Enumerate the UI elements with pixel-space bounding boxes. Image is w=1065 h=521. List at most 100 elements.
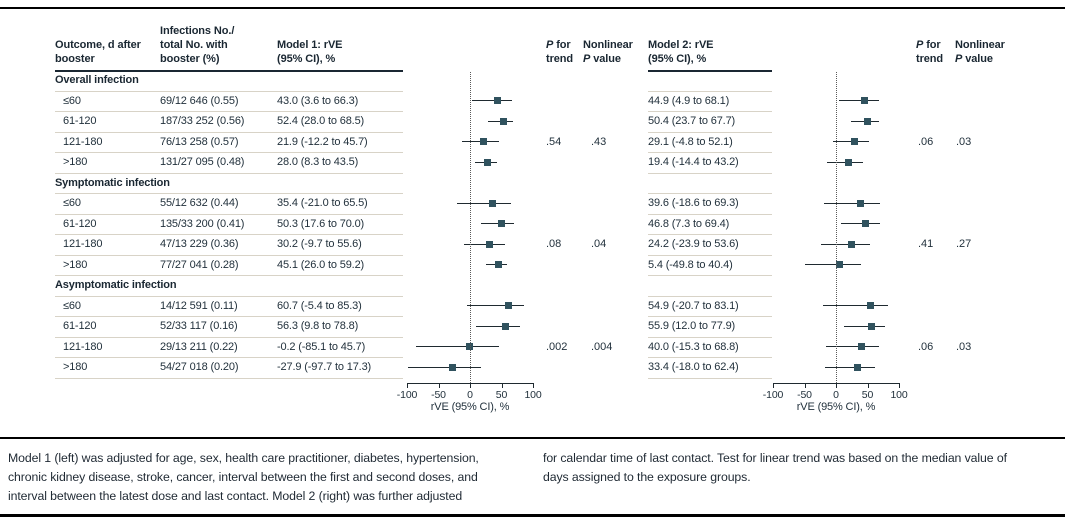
header-line: Infections No./: [160, 25, 235, 37]
ci-line: [481, 223, 515, 225]
axis-tick: [533, 383, 535, 388]
model2-ci-cell: 40.0 (-15.3 to 68.8): [648, 340, 739, 353]
row-separator: [55, 111, 403, 112]
infections-cell: 69/12 646 (0.55): [160, 94, 239, 107]
model1-ci-cell: 35.4 (-21.0 to 65.5): [277, 197, 368, 209]
section-header: Symptomatic infection: [55, 176, 170, 189]
row-separator: [648, 336, 772, 338]
infections-cell: 77/27 041 (0.28): [160, 258, 239, 271]
header-line: Nonlinear: [955, 39, 1005, 51]
footnote-line: interval between the latest dose and las…: [8, 489, 463, 503]
model1-ci-cell: -27.9 (-97.7 to 17.3): [277, 361, 372, 373]
row-separator: [648, 193, 772, 194]
header-text: for: [923, 39, 941, 51]
ci-line: [843, 325, 886, 327]
model1-ci-cell: 60.7 (-5.4 to 85.3): [277, 299, 362, 312]
header-line: trend: [916, 53, 944, 65]
header-italic-p: P: [583, 53, 591, 65]
axis-tick-label: 0: [467, 389, 473, 401]
axis-title: rVE (95% CI), %: [796, 401, 876, 413]
footnote-line: chronic kidney disease, stroke, cancer, …: [8, 470, 478, 484]
model1-ci-cell: 52.4 (28.0 to 68.5): [277, 115, 365, 127]
ci-line: [408, 366, 481, 368]
footnote-right: for calendar time of last contact. Test …: [543, 449, 1007, 487]
row-separator: [55, 357, 403, 358]
row-separator: [648, 377, 772, 379]
column-header-p-trend-right: P for trend: [916, 38, 943, 66]
infections-cell: 52/33 117 (0.16): [160, 320, 238, 332]
row-separator: [648, 172, 772, 174]
header-text: value: [962, 53, 993, 65]
column-header-nonlinear-left: Nonlinear P value: [583, 38, 633, 66]
forest-marker: [499, 117, 507, 125]
bottom-rule: [0, 514, 1065, 517]
forest-marker: [501, 322, 509, 330]
outcome-cell: 61-120: [63, 320, 97, 332]
row-separator: [55, 234, 403, 235]
nonlinear-p-value-model1: .004: [591, 340, 613, 353]
row-separator: [648, 316, 772, 317]
column-header-nonlinear-right: Nonlinear P value: [955, 38, 1005, 66]
row-separator: [55, 336, 403, 338]
forest-marker: [480, 138, 488, 146]
axis-tick: [899, 383, 901, 388]
column-header-p-trend-left: P for trend: [546, 38, 573, 66]
header-line: booster (%): [160, 53, 220, 65]
header-line: Outcome, d after: [55, 39, 141, 51]
infections-cell: 14/12 591 (0.11): [160, 299, 238, 312]
row-separator: [55, 131, 403, 133]
model2-ci-cell: 46.8 (7.3 to 69.4): [648, 217, 730, 230]
infections-cell: 131/27 095 (0.48): [160, 156, 245, 168]
ci-line: [840, 223, 880, 225]
forest-marker: [857, 343, 865, 351]
outcome-cell: 61-120: [63, 217, 97, 230]
header-italic-p: P: [546, 39, 554, 51]
outcome-cell: >180: [63, 258, 88, 271]
model2-ci-cell: 33.4 (-18.0 to 62.4): [648, 361, 739, 373]
column-header-model1: Model 1: rVE (95% CI), %: [277, 38, 343, 66]
forest-marker: [504, 302, 512, 310]
forest-marker: [850, 138, 858, 146]
infections-cell: 54/27 018 (0.20): [160, 361, 239, 373]
header-line: (95% CI), %: [277, 53, 336, 65]
forest-marker: [867, 322, 875, 330]
column-header-infections: Infections No./ total No. with booster (…: [160, 24, 234, 66]
header-line: P for: [546, 38, 573, 52]
footnote-line: Model 1 (left) was adjusted for age, sex…: [8, 451, 479, 465]
row-separator: [55, 254, 403, 256]
model2-ci-cell: 54.9 (-20.7 to 83.1): [648, 299, 739, 312]
axis-tick-label: 50: [861, 389, 874, 401]
footnote-divider: [0, 437, 1065, 439]
axis-tick-label: 100: [524, 389, 542, 401]
row-separator: [648, 131, 772, 133]
model2-ci-cell: 39.6 (-18.6 to 69.3): [648, 197, 739, 209]
forest-marker: [488, 199, 496, 207]
row-separator: [55, 172, 403, 174]
nonlinear-p-value-model2: .27: [956, 238, 972, 250]
axis-tick: [773, 383, 775, 388]
forest-marker: [860, 97, 868, 105]
outcome-cell: 61-120: [63, 115, 97, 127]
model1-ci-cell: 45.1 (26.0 to 59.2): [277, 258, 365, 271]
p-trend-value-model2: .06: [918, 135, 934, 148]
column-header-outcome: Outcome, d after booster: [55, 38, 141, 66]
forest-marker: [864, 117, 872, 125]
outcome-cell: >180: [63, 361, 88, 373]
ci-line: [804, 264, 862, 266]
axis-tick-label: -50: [431, 389, 446, 401]
section-header: Overall infection: [55, 74, 139, 86]
forest-marker: [867, 302, 875, 310]
row-separator: [648, 152, 772, 153]
nonlinear-p-value-model2: .03: [956, 340, 972, 353]
model2-ci-cell: 55.9 (12.0 to 77.9): [648, 320, 736, 332]
row-separator: [648, 234, 772, 235]
forest-marker: [861, 220, 869, 228]
outcome-cell: 121-180: [63, 340, 103, 353]
header-text: value: [590, 53, 621, 65]
ci-line: [822, 305, 889, 307]
axis-tick: [438, 383, 440, 388]
row-separator: [55, 90, 403, 92]
infections-cell: 55/12 632 (0.44): [160, 197, 239, 209]
infections-cell: 29/13 211 (0.22): [160, 340, 238, 353]
row-separator: [648, 213, 772, 215]
